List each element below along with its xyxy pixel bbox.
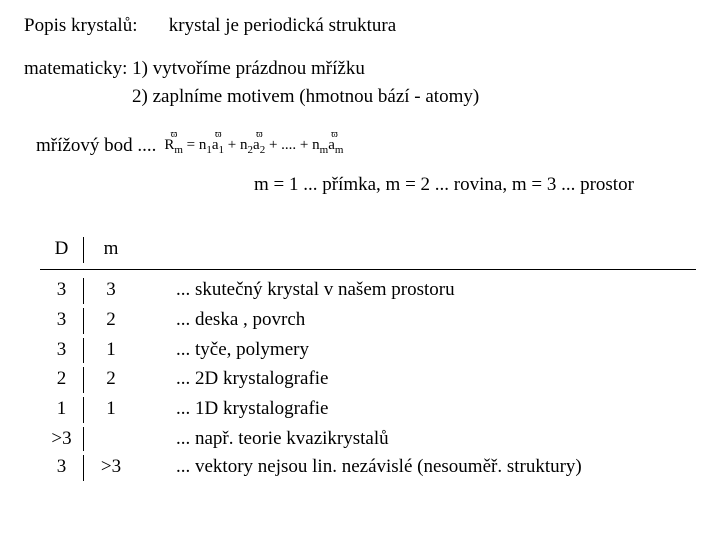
- cell-m: 3: [84, 278, 138, 304]
- header-D: D: [40, 237, 84, 263]
- cell-m: 2: [84, 308, 138, 334]
- math-row-1: matematicky: 1) vytvoříme prázdnou mřížk…: [24, 57, 696, 82]
- table-row: >3 ... např. teorie kvazikrystalů: [40, 427, 696, 452]
- cell-desc: ... deska , povrch: [138, 308, 305, 334]
- table-row: 3>3... vektory nejsou lin. nezávislé (ne…: [40, 455, 696, 481]
- cell-D: 3: [40, 338, 84, 364]
- cell-m: 1: [84, 397, 138, 423]
- formula: Rϖm = n1aϖ1 + n2aϖ2 + .... + nmaϖm: [164, 136, 343, 157]
- math-label: matematicky:: [24, 57, 127, 82]
- table-row: 22... 2D krystalografie: [40, 367, 696, 393]
- cell-desc: ... 2D krystalografie: [138, 367, 328, 393]
- cell-m: 1: [84, 338, 138, 364]
- cell-D: 1: [40, 397, 84, 423]
- cell-D: 3: [40, 455, 84, 481]
- table-header: D m: [40, 237, 696, 270]
- lattice-row: mřížový bod .... Rϖm = n1aϖ1 + n2aϖ2 + .…: [36, 134, 696, 159]
- cell-desc: ... tyče, polymery: [138, 338, 309, 364]
- title-label: Popis krystalů:: [24, 14, 164, 39]
- cell-D: 3: [40, 308, 84, 334]
- cell-m: 2: [84, 367, 138, 393]
- dimension-table: D m 33... skutečný krystal v našem prost…: [40, 237, 696, 481]
- cell-m: [84, 427, 138, 452]
- table-row: 31... tyče, polymery: [40, 338, 696, 364]
- math-step-2: 2) zaplníme motivem (hmotnou bází - atom…: [132, 85, 696, 110]
- title-text: krystal je periodická struktura: [169, 15, 396, 36]
- cell-desc: ... např. teorie kvazikrystalů: [138, 427, 389, 452]
- table-body: 33... skutečný krystal v našem prostoru3…: [40, 278, 696, 481]
- cell-D: 2: [40, 367, 84, 393]
- title-row: Popis krystalů: krystal je periodická st…: [24, 14, 696, 39]
- cell-desc: ... skutečný krystal v našem prostoru: [138, 278, 455, 304]
- cell-desc: ... 1D krystalografie: [138, 397, 328, 423]
- cell-D: 3: [40, 278, 84, 304]
- cell-desc: ... vektory nejsou lin. nezávislé (nesou…: [138, 455, 582, 481]
- lattice-label: mřížový bod ....: [36, 134, 156, 159]
- table-row: 33... skutečný krystal v našem prostoru: [40, 278, 696, 304]
- table-row: 32... deska , povrch: [40, 308, 696, 334]
- header-m: m: [84, 237, 138, 263]
- formula-expr: Rϖm = n1aϖ1 + n2aϖ2 + .... + nmaϖm: [164, 136, 343, 157]
- cell-m: >3: [84, 455, 138, 481]
- m-explanation: m = 1 ... přímka, m = 2 ... rovina, m = …: [254, 173, 696, 198]
- cell-D: >3: [40, 427, 84, 452]
- math-step-1: 1) vytvoříme prázdnou mřížku: [132, 58, 365, 79]
- table-row: 11... 1D krystalografie: [40, 397, 696, 423]
